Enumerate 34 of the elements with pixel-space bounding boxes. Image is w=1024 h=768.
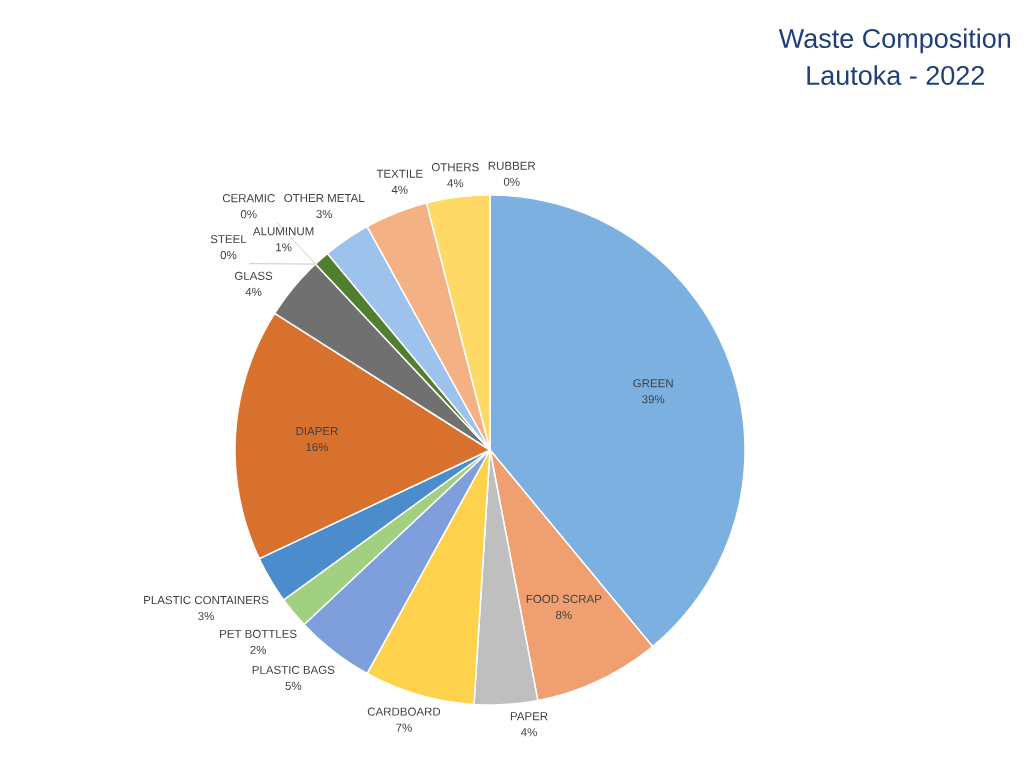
data-label: 4% [245,287,262,296]
data-label: 5% [285,681,302,690]
slice-label: PLASTIC CONTAINERS [144,595,269,605]
data-label: 3% [198,611,214,621]
data-label: 4% [521,728,537,737]
slice-label: OTHERS [431,163,479,172]
text: Lautoka - 2022 [807,65,984,86]
slice-label: CARDBOARD [367,707,441,716]
slice-label: ALUMINUM [252,227,314,236]
slice-label: OTHER METAL [284,193,365,203]
data-label: 8% [556,610,572,619]
data-label: 4% [447,179,464,188]
slice-label: GREEN [633,379,673,388]
text: 0% [240,210,257,219]
data-label: 16% [306,442,329,452]
category-label: STEEL [210,235,247,244]
slice-label: PET BOTTLES [220,629,297,638]
text: 0% [220,251,237,260]
data-label: 2% [250,645,266,654]
slice-label: TEXTILE [376,169,423,178]
data-label: 1% [276,243,292,252]
slice-label: FOOD SCRAP [526,594,602,603]
slice-label: PLASTIC BAGS [252,665,335,674]
text: 0% [503,177,520,186]
data-label: 3% [316,209,333,219]
data-label: 7% [396,723,412,732]
slice-label: DIAPER [296,427,338,435]
data-label: 4% [391,185,408,194]
slice-label: GLASS [234,271,273,280]
text: Waste Composition [778,28,1011,54]
category-label: RUBBER [488,161,536,170]
data-label: 39% [642,395,665,404]
category-label: CERAMIC [222,194,275,203]
slice-label: PAPER [510,712,548,721]
